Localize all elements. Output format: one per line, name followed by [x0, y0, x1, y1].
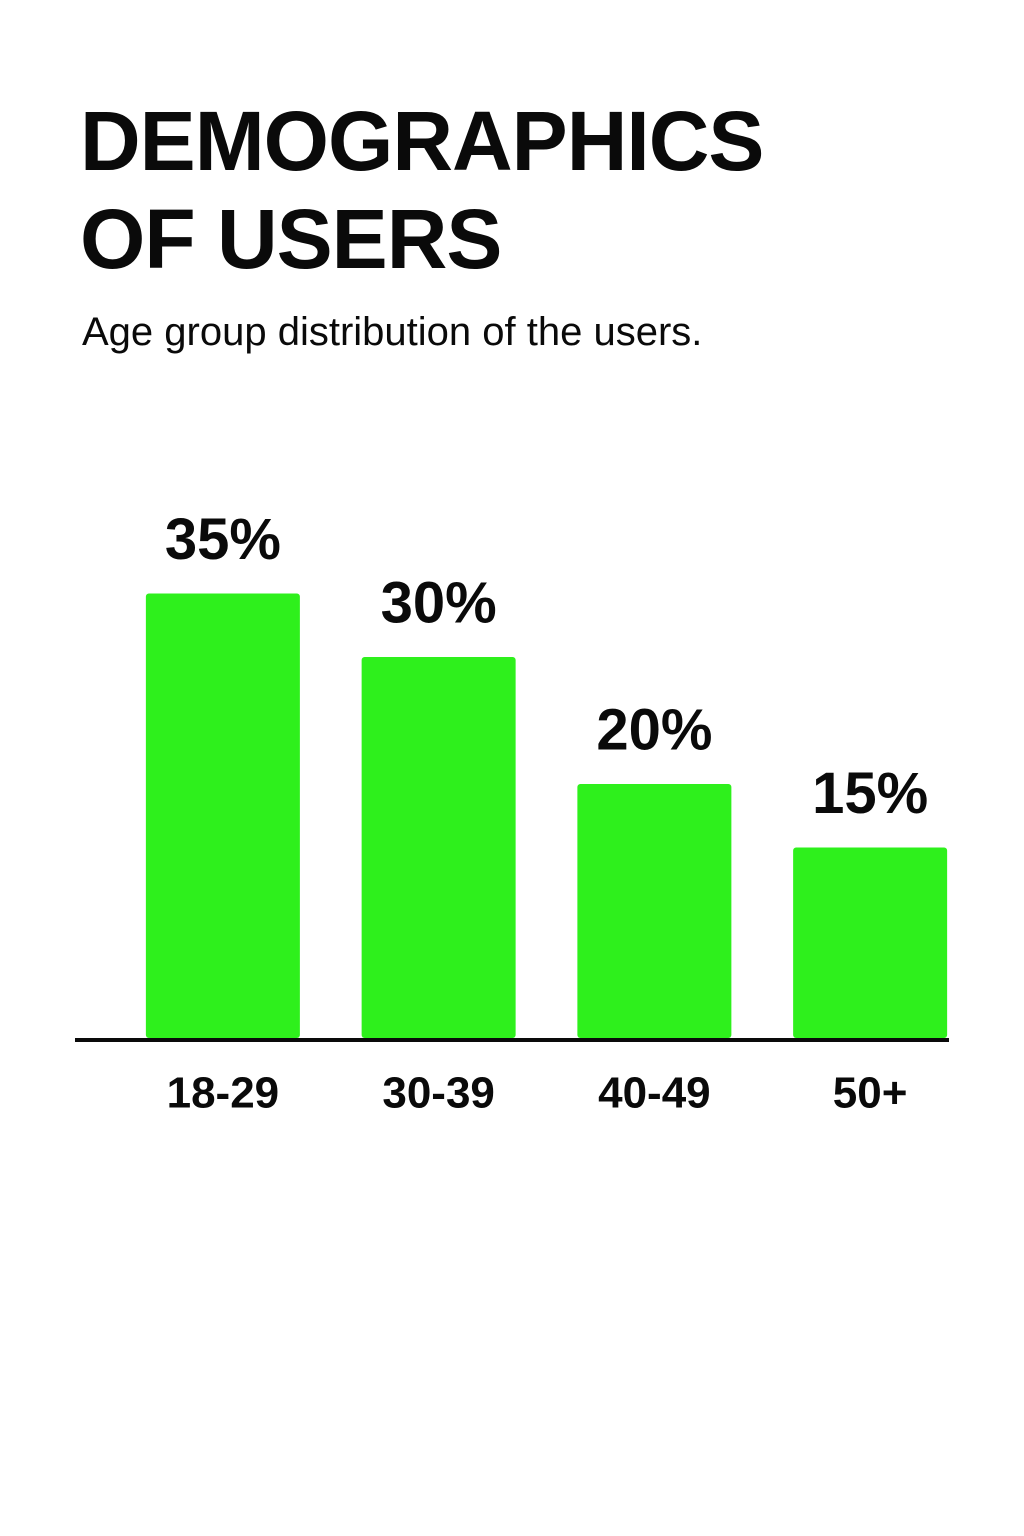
value-label: 15% [812, 761, 928, 826]
bar [361, 657, 516, 1038]
bar [577, 784, 732, 1038]
chart-subtitle: Age group distribution of the users. [82, 310, 703, 354]
chart-title: DEMOGRAPHICS OF USERS [80, 94, 764, 286]
x-tick-label: 50+ [833, 1069, 908, 1118]
bar [145, 593, 300, 1038]
value-label: 20% [596, 697, 712, 762]
value-label: 30% [381, 570, 497, 635]
bar [793, 847, 948, 1038]
x-tick-label: 18-29 [167, 1069, 280, 1118]
x-tick-label: 40-49 [598, 1069, 711, 1118]
value-label: 35% [165, 507, 281, 572]
x-tick-label: 30-39 [382, 1069, 495, 1118]
